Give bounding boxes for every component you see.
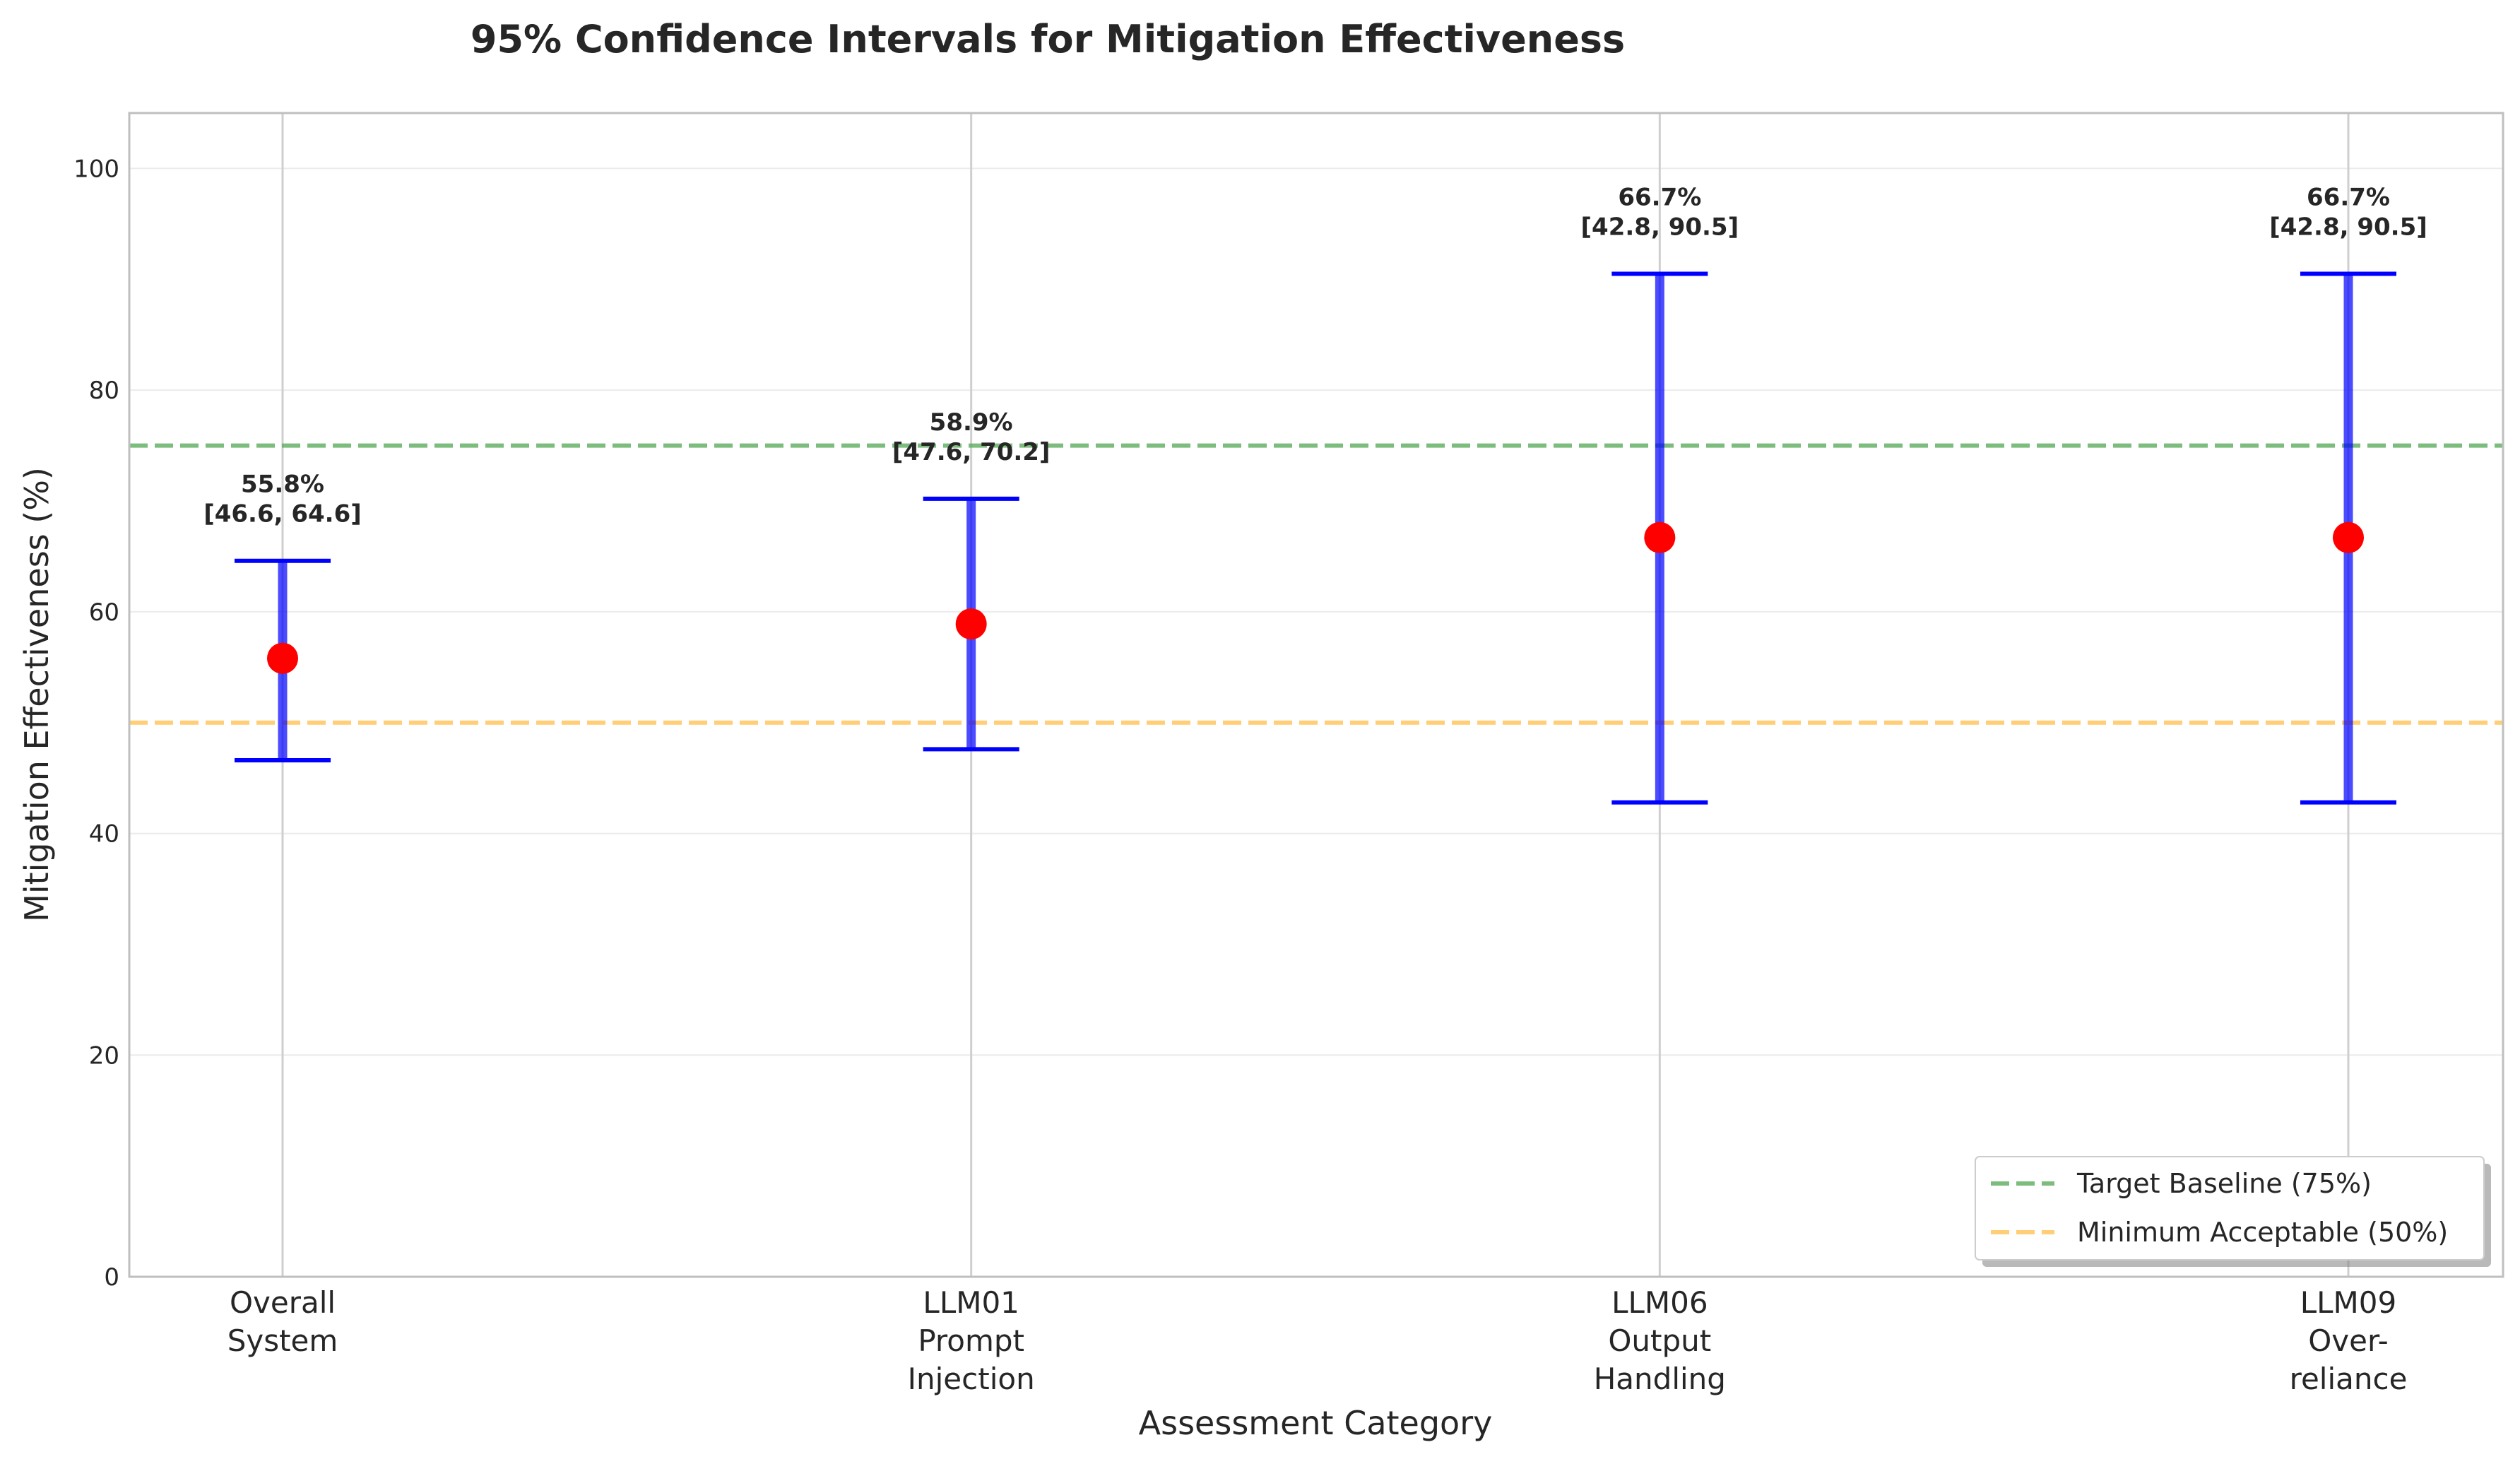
x-tick-label: LLM01 [923, 1285, 1019, 1320]
x-tick-label: Handling [1594, 1362, 1726, 1396]
data-label-ci: [47.6, 70.2] [892, 438, 1051, 466]
data-label-ci: [46.6, 64.6] [203, 500, 362, 529]
data-label-value: 55.8% [241, 471, 324, 499]
y-tick-label: 80 [89, 377, 119, 405]
x-tick-label: Output [1608, 1323, 1711, 1358]
point-estimate [1644, 521, 1676, 553]
y-tick-label: 60 [89, 598, 119, 627]
x-tick-label: reliance [2290, 1362, 2408, 1396]
data-label-value: 58.9% [930, 408, 1013, 437]
chart-title: 95% Confidence Intervals for Mitigation … [471, 17, 1625, 61]
legend-box [1975, 1156, 2485, 1261]
y-tick-label: 100 [73, 155, 119, 183]
grid [129, 113, 2503, 1277]
y-axis-ticks: 0 20 40 60 80 100 [73, 155, 119, 1292]
x-tick-label: LLM06 [1611, 1285, 1708, 1320]
y-axis-label: Mitigation Effectiveness (%) [18, 467, 56, 922]
x-tick-label: LLM09 [2300, 1285, 2396, 1320]
x-tick-label: Overall [230, 1285, 336, 1320]
y-tick-label: 20 [89, 1041, 119, 1070]
error-bars [235, 271, 2396, 805]
data-label-ci: [42.8, 90.5] [1581, 213, 1739, 241]
x-axis-label: Assessment Category [1139, 1404, 1493, 1442]
data-label-value: 66.7% [2307, 183, 2390, 211]
legend-label-target-baseline: Target Baseline (75%) [2076, 1168, 2372, 1199]
point-estimate [955, 608, 987, 640]
data-label-ci: [42.8, 90.5] [2269, 213, 2427, 241]
reference-lines [129, 443, 2503, 725]
y-tick-label: 40 [89, 820, 119, 849]
data-labels: 55.8%[46.6, 64.6]58.9%[47.6, 70.2]66.7%[… [203, 183, 2427, 528]
data-label-value: 66.7% [1618, 183, 1701, 211]
y-tick-label: 0 [104, 1263, 119, 1292]
point-estimate [267, 642, 298, 674]
legend: Target Baseline (75%) Minimum Acceptable… [1975, 1156, 2491, 1267]
point-estimate [2333, 521, 2364, 553]
x-tick-label: System [227, 1323, 338, 1358]
plot-frame [128, 112, 2504, 1278]
x-tick-label: Prompt [918, 1323, 1024, 1358]
x-tick-label: Over- [2308, 1323, 2389, 1358]
x-tick-label: Injection [908, 1362, 1035, 1396]
legend-label-minimum-acceptable: Minimum Acceptable (50%) [2077, 1217, 2448, 1248]
